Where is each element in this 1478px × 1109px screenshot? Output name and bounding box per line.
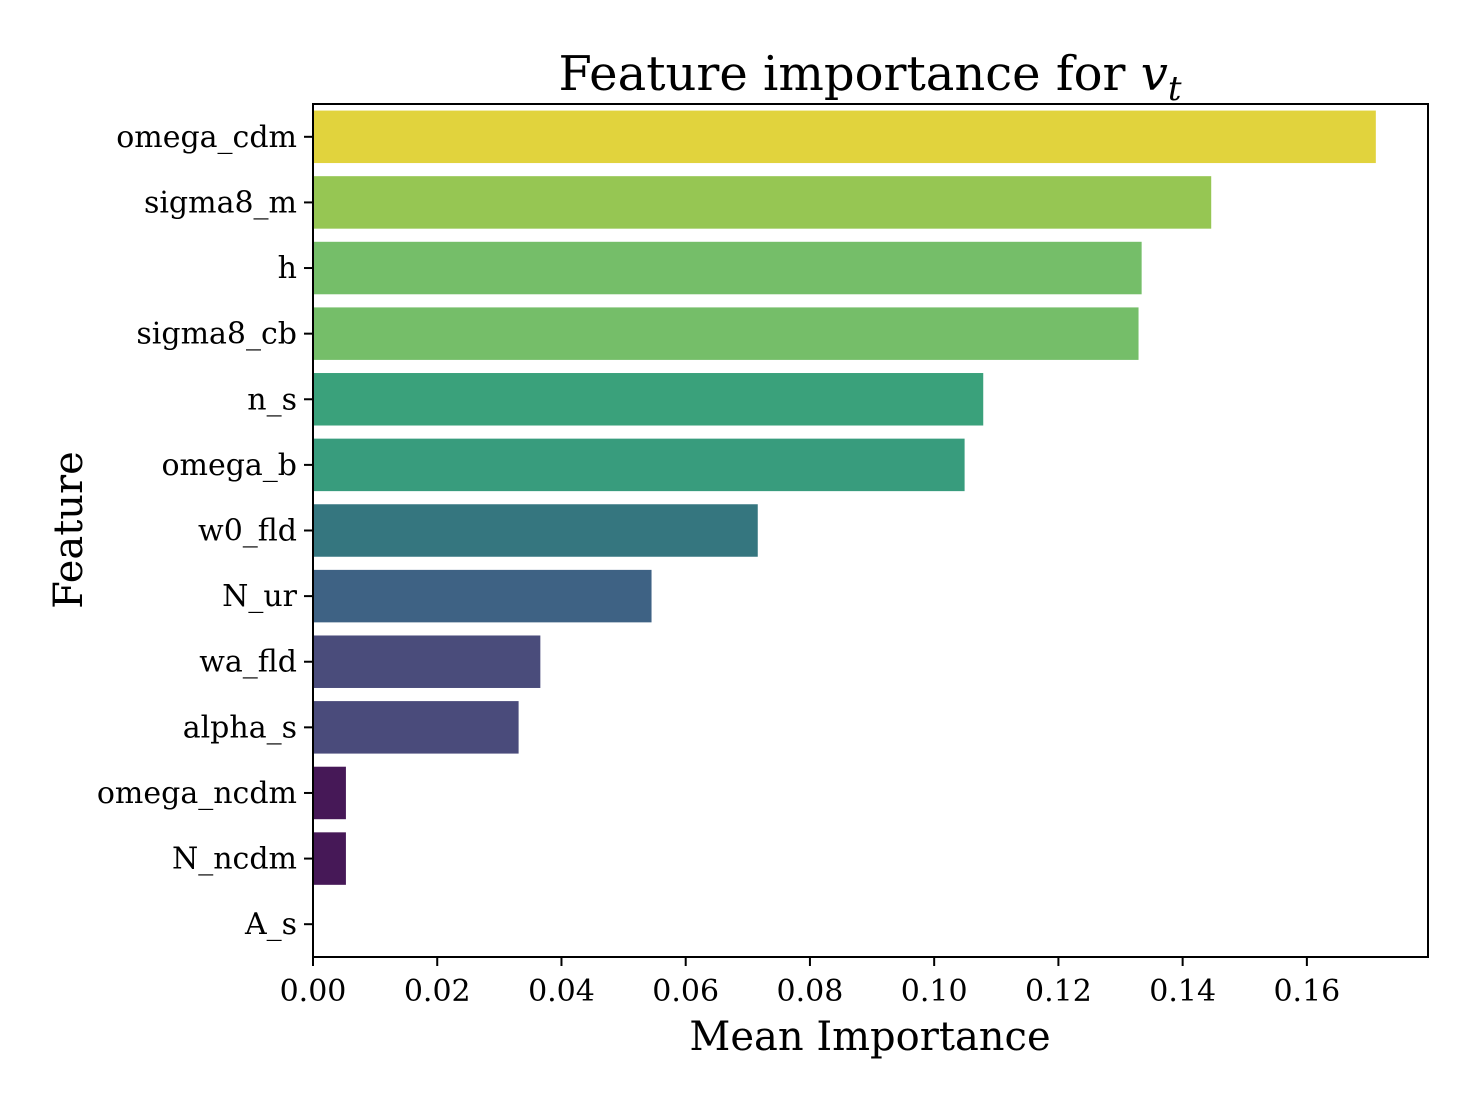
x-axis-ticks: 0.00 0.02 0.04 0.06 0.08 0.10 0.12 0.14 0.16: [280, 957, 1340, 1009]
chart-title: Feature importance for vt: [559, 46, 1182, 109]
y-axis-label: Feature: [46, 451, 92, 609]
bar-h: [313, 241, 1142, 295]
chart-title-subscript: t: [1168, 69, 1182, 109]
bar-sigma8_m: [313, 176, 1212, 229]
x-tick-label: 0.10: [901, 974, 968, 1009]
chart-title-variable: v: [1141, 46, 1168, 102]
y-tick-label: h: [278, 251, 297, 286]
y-tick-label: sigma8_cb: [136, 317, 297, 352]
x-tick-label: 0.06: [652, 974, 719, 1009]
y-tick-label: w0_fld: [198, 514, 297, 549]
x-tick-label: 0.08: [777, 974, 844, 1009]
bar-N_ur: [313, 569, 652, 623]
y-tick-label: alpha_s: [183, 710, 297, 745]
y-tick-label: omega_b: [161, 448, 297, 483]
x-tick-label: 0.12: [1025, 974, 1092, 1009]
bar-alpha_s: [313, 701, 519, 754]
y-tick-label: n_s: [247, 382, 297, 417]
bar-omega_cdm: [313, 110, 1376, 164]
bar-w0_fld: [313, 504, 758, 557]
y-axis-ticks: omega_cdm sigma8_mh sigma8_cb n_s omega_b w0_…: [97, 120, 313, 942]
x-tick-label: 0.02: [404, 974, 471, 1009]
y-tick-label: N_ncdm: [172, 842, 297, 877]
y-tick-label: sigma8_m: [144, 185, 297, 220]
bar-wa_fld: [313, 635, 541, 688]
chart-title-text: Feature importance for: [559, 46, 1141, 102]
bar-N_ncdm: [313, 832, 346, 885]
bar-sigma8_cb: [313, 307, 1139, 360]
y-tick-label: wa_fld: [199, 645, 297, 680]
plot-frame: [312, 103, 1429, 958]
y-tick-label: A_s: [244, 907, 297, 942]
x-tick-label: 0.04: [528, 974, 595, 1009]
bar-n_s: [313, 373, 984, 426]
x-axis-label: Mean Importance: [689, 1014, 1050, 1060]
bar-omega_ncdm: [313, 766, 346, 820]
x-tick-label: 0.16: [1273, 974, 1340, 1009]
y-tick-label: omega_cdm: [116, 120, 297, 155]
bar-omega_b: [313, 438, 965, 492]
x-tick-label: 0.00: [280, 974, 347, 1009]
bars: [313, 110, 1376, 885]
y-tick-label: omega_ncdm: [97, 776, 297, 811]
x-tick-label: 0.14: [1149, 974, 1216, 1009]
y-tick-label: N_ur: [222, 579, 298, 614]
